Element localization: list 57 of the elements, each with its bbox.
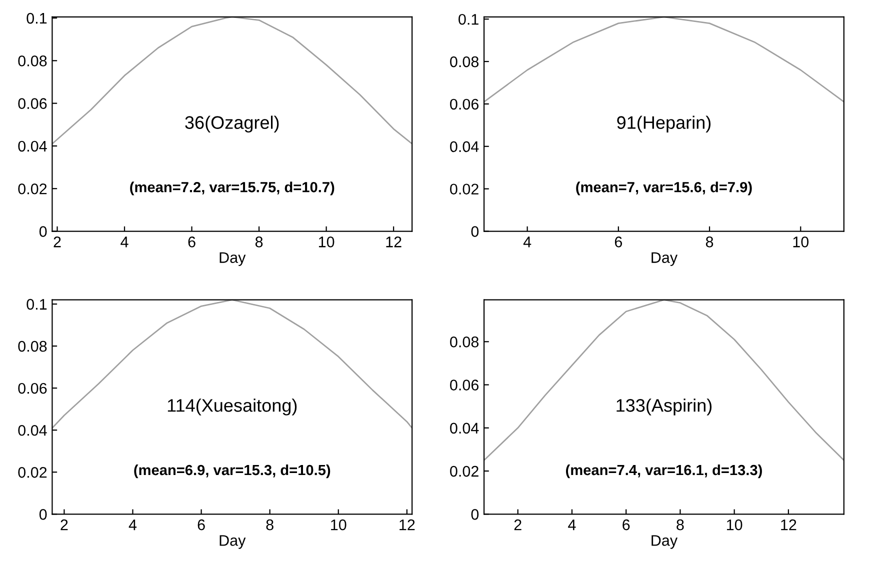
y-tick-label: 0.04 xyxy=(450,422,479,434)
x-tick-label: 10 xyxy=(331,519,346,530)
x-tick-label: 6 xyxy=(622,519,630,530)
y-tick-label: 0 xyxy=(471,509,479,520)
annotation: (mean=6.9, var=15.3, d=10.5) xyxy=(134,464,330,478)
y-tick-label: 0.02 xyxy=(18,183,47,194)
x-tick-label: 8 xyxy=(266,519,274,530)
y-tick-label: 0 xyxy=(471,226,479,237)
x-tick-label: 8 xyxy=(676,519,684,530)
y-tick-label: 0.04 xyxy=(18,140,47,152)
x-tick-label: 6 xyxy=(614,236,622,248)
x-tick-label: 12 xyxy=(781,519,796,530)
annotation: 91(Heparin) xyxy=(617,116,711,133)
y-tick-label: 0.02 xyxy=(18,466,47,478)
y-tick-label: 0.08 xyxy=(18,56,47,66)
y-tick-label: 0.06 xyxy=(18,98,47,109)
annotation: (mean=7.4, var=16.1, d=13.3) xyxy=(566,464,762,478)
y-tick-label: 0.1 xyxy=(458,14,478,25)
y-tick-label: 0.1 xyxy=(26,298,47,310)
y-tick-label: 0.08 xyxy=(450,336,479,348)
annotation: (mean=7, var=15.6, d=7.9) xyxy=(576,182,752,196)
annotation: 133(Aspirin) xyxy=(616,398,712,416)
x-tick-label: 2 xyxy=(54,236,61,248)
y-tick-label: 0.06 xyxy=(450,380,479,390)
y-tick-label: 0.04 xyxy=(450,141,479,152)
x-axis-title: Day xyxy=(652,535,678,549)
x-tick-label: 4 xyxy=(568,520,576,530)
x-axis-title: Day xyxy=(220,252,246,266)
annotation: (mean=7.2, var=15.75, d=10.7) xyxy=(130,182,334,196)
x-tick-label: 2 xyxy=(60,519,68,530)
y-tick-label: 0.06 xyxy=(450,98,479,110)
x-tick-label: 4 xyxy=(523,236,532,248)
x-tick-label: 2 xyxy=(514,519,522,530)
y-tick-label: 0.06 xyxy=(18,382,47,394)
x-tick-label: 6 xyxy=(188,236,196,248)
x-tick-label: 10 xyxy=(793,236,809,248)
annotation: 36(Ozagrel) xyxy=(185,116,279,133)
y-tick-label: 0.08 xyxy=(18,340,47,352)
x-tick-label: 4 xyxy=(120,236,128,248)
x-tick-label: 6 xyxy=(198,519,205,530)
y-tick-label: 0.1 xyxy=(26,12,47,24)
x-tick-label: 8 xyxy=(255,236,263,248)
x-tick-label: 12 xyxy=(386,236,402,248)
x-tick-label: 10 xyxy=(318,236,334,248)
y-tick-label: 0.02 xyxy=(450,466,478,477)
y-tick-label: 0.08 xyxy=(450,56,479,68)
y-tick-label: 0 xyxy=(39,509,47,520)
x-tick-label: 8 xyxy=(706,236,714,248)
y-tick-label: 0 xyxy=(39,226,47,237)
x-tick-label: 4 xyxy=(128,520,137,530)
x-axis-title: Day xyxy=(652,252,678,266)
y-tick-label: 0.02 xyxy=(450,184,478,195)
annotation: 114(Xuesaitong) xyxy=(168,398,297,416)
y-tick-label: 0.04 xyxy=(18,424,47,436)
x-tick-label: 10 xyxy=(726,519,742,530)
x-axis-title: Day xyxy=(220,535,246,549)
x-tick-label: 12 xyxy=(400,519,415,530)
